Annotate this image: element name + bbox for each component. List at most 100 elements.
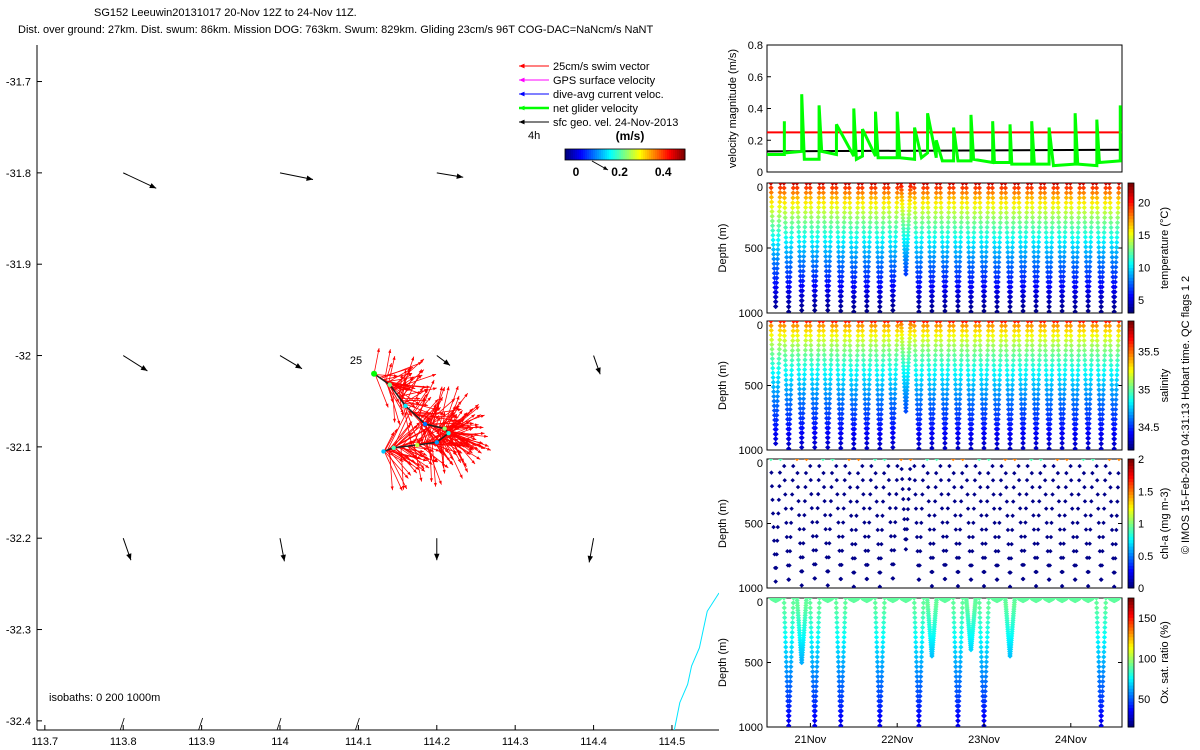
temperature-sample-point — [901, 243, 908, 249]
swim-vector-arrowhead — [425, 419, 429, 424]
temperature-colorbar-cell — [1128, 186, 1134, 190]
salinity-sample-point — [929, 430, 936, 437]
swim-vector-arrowhead — [421, 423, 426, 428]
salinity-sample-point — [898, 325, 905, 331]
temperature-sample-point — [853, 244, 859, 250]
chla-sample-point — [1008, 556, 1014, 561]
salinity-sample-point — [820, 321, 826, 324]
salinity-sample-point — [943, 421, 949, 427]
temperature-sample-point — [885, 190, 892, 196]
salinity-sample-point — [794, 328, 800, 334]
salinity-sample-point — [1023, 362, 1029, 368]
temperature-sample-point — [849, 269, 855, 275]
track-point — [387, 382, 392, 387]
salinity-sample-point — [868, 333, 874, 339]
chla-sample-point — [887, 505, 893, 511]
salinity-sample-point — [1021, 416, 1027, 422]
salinity-sample-point — [903, 401, 909, 407]
temperature-sample-point — [894, 200, 900, 206]
oxygen-sample-point — [882, 598, 888, 601]
salinity-sample-point — [834, 347, 840, 353]
salinity-sample-point — [1073, 426, 1079, 432]
salinity-sample-point — [917, 426, 923, 432]
salinity-sample-point — [1076, 342, 1082, 349]
salinity-sample-point — [1009, 392, 1015, 398]
chla-sample-point — [932, 513, 937, 518]
temperature-sample-point — [829, 183, 836, 186]
salinity-sample-point — [795, 362, 802, 368]
salinity-sample-point — [773, 417, 780, 423]
temperature-sample-point — [932, 214, 939, 221]
oxygen-sample-point — [815, 629, 821, 635]
chla-sample-point — [788, 534, 793, 540]
temperature-sample-point — [862, 249, 868, 255]
temperature-sample-point — [840, 239, 846, 245]
oxygen-sample-point — [813, 683, 819, 690]
temperature-sample-point — [964, 205, 970, 211]
swim-vector — [399, 374, 422, 399]
temperature-sample-point — [944, 244, 950, 250]
oxygen-sample-point — [784, 678, 790, 685]
temperature-sample-point — [875, 264, 881, 270]
track-point — [446, 430, 451, 436]
salinity-sample-point — [920, 328, 926, 334]
salinity-sample-point — [1112, 421, 1118, 427]
salinity-sample-point — [1113, 406, 1119, 413]
temperature-sample-point — [1030, 219, 1036, 225]
swim-vector-arrowhead — [480, 445, 485, 449]
temperature-sample-point — [886, 204, 892, 211]
temperature-sample-point — [875, 254, 881, 260]
temperature-sample-point — [977, 209, 983, 216]
temperature-sample-point — [940, 249, 946, 255]
swim-vector-arrowhead — [424, 389, 428, 394]
salinity-sample-point — [1076, 328, 1083, 334]
oxygen-sample-point — [841, 624, 848, 631]
temperature-sample-point — [799, 302, 805, 309]
oxygen-sample-point — [782, 619, 788, 626]
temperature-sample-point — [951, 214, 958, 221]
swim-vector — [386, 450, 408, 490]
temperature-sample-point — [838, 298, 844, 304]
salinity-sample-point — [939, 367, 945, 373]
salinity-sample-point — [1030, 362, 1036, 368]
temperature-sample-point — [1005, 244, 1011, 250]
salinity-sample-point — [968, 441, 974, 447]
temperature-sample-point — [1103, 183, 1109, 186]
chla-sample-point — [840, 520, 846, 525]
swim-vector — [434, 437, 467, 444]
temperature-sample-point — [983, 259, 989, 265]
temperature-sample-point — [1004, 229, 1010, 236]
temperature-sample-point — [838, 293, 844, 299]
chla-sample-point — [797, 541, 803, 546]
swim-vector-arrowhead — [460, 432, 465, 436]
temperature-sample-point — [1011, 210, 1017, 216]
chla-sample-point — [1045, 549, 1050, 554]
temperature-sample-point — [1008, 269, 1015, 275]
salinity-sample-point — [995, 416, 1001, 422]
temperature-sample-point — [943, 288, 949, 294]
salinity-sample-point — [938, 333, 944, 339]
swim-vector-arrowhead — [459, 474, 463, 479]
temperature-sample-point — [860, 209, 866, 216]
oxygen-sample-point — [873, 610, 879, 616]
oxygen-sample-point — [815, 644, 821, 650]
salinity-sample-point — [775, 370, 782, 376]
swim-vector — [417, 379, 435, 418]
swim-vector — [415, 396, 432, 416]
salinity-sample-point — [1075, 372, 1081, 378]
salinity-colorbar-cell — [1128, 350, 1134, 354]
temperature-sample-point — [867, 214, 873, 221]
salinity-sample-point — [958, 362, 964, 368]
chla-sample-point — [1094, 463, 1099, 469]
salinity-sample-point — [971, 372, 977, 378]
temperature-sample-point — [1046, 304, 1052, 310]
temperature-sample-point — [1021, 288, 1027, 294]
oxygen-sample-point — [913, 644, 919, 650]
salinity-sample-point — [1044, 401, 1051, 408]
salinity-sample-point — [990, 342, 996, 349]
swim-vector — [429, 442, 458, 453]
oxygen-sample-point — [912, 624, 918, 631]
temperature-sample-point — [906, 215, 912, 221]
salinity-sample-point — [984, 357, 990, 363]
salinity-sample-point — [951, 347, 957, 353]
